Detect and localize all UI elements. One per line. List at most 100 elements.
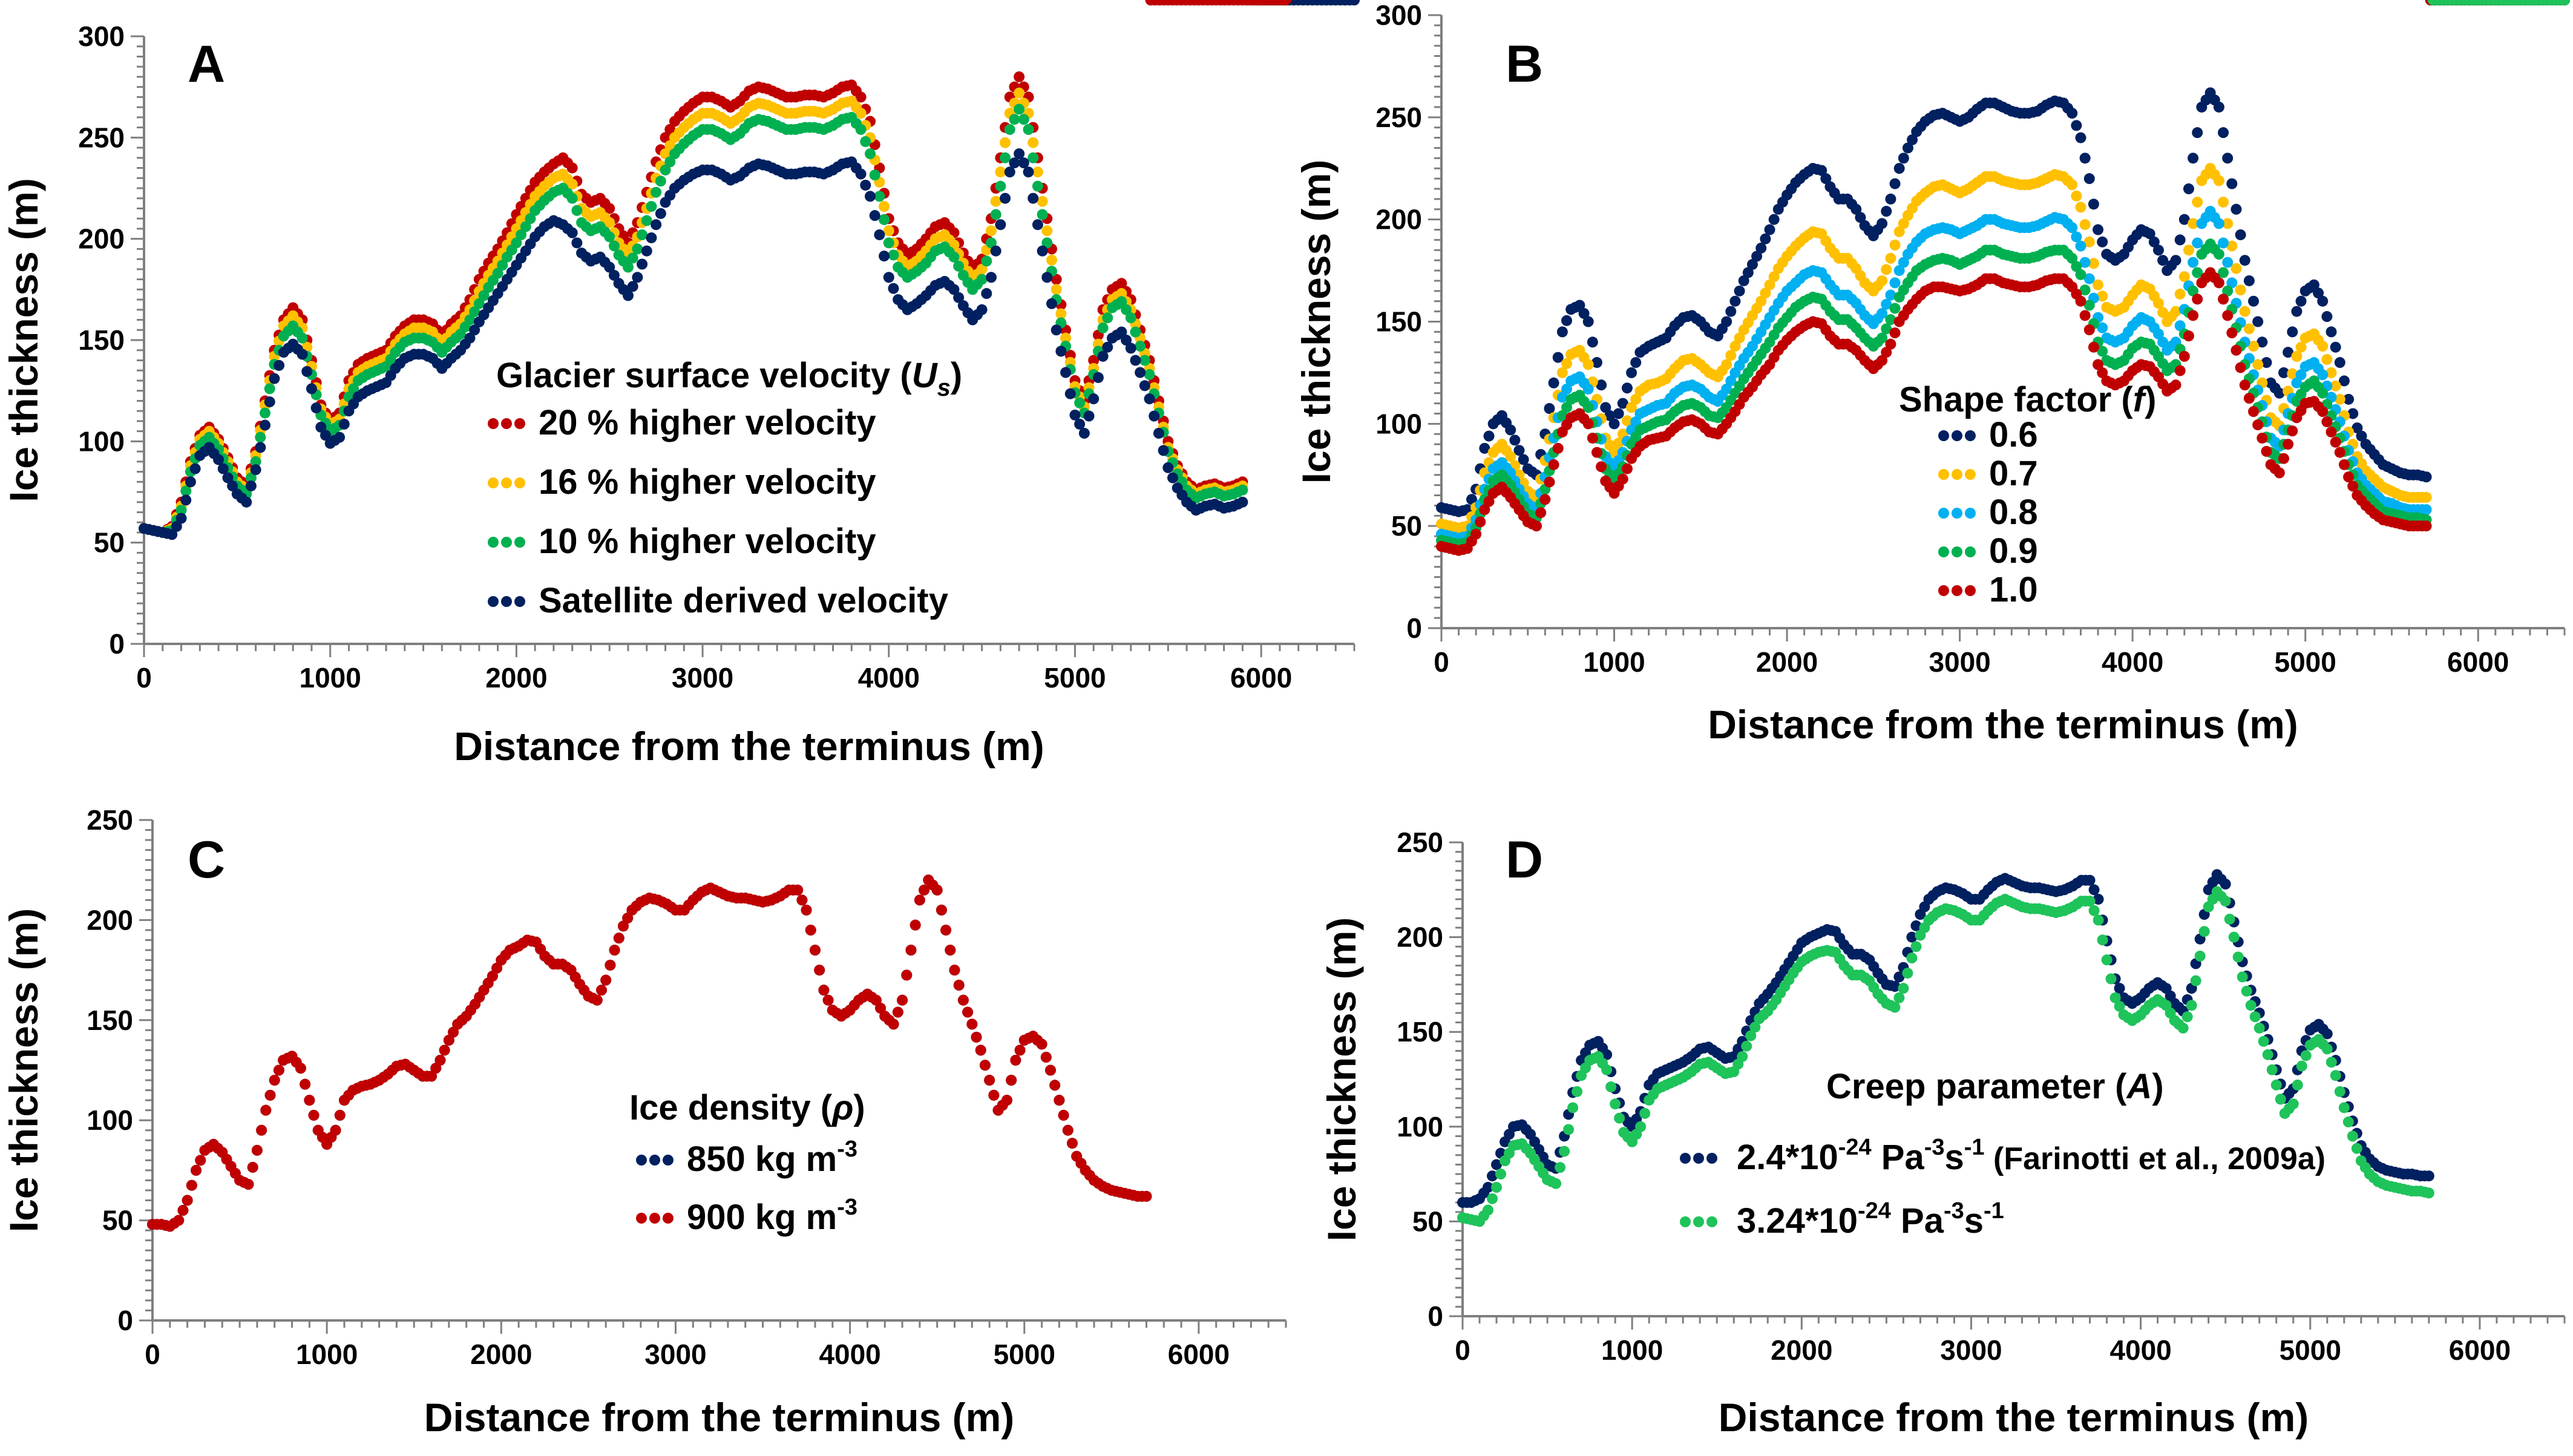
data-point	[641, 245, 652, 257]
data-point	[1910, 920, 1922, 931]
data-point	[646, 232, 657, 243]
data-point	[600, 974, 612, 986]
data-point	[2252, 419, 2264, 431]
data-point	[2220, 896, 2231, 907]
legend-marker	[1952, 585, 1962, 596]
data-point	[1069, 409, 1081, 421]
data-point	[2071, 190, 2082, 202]
data-point	[348, 383, 359, 395]
legend-title: Creep parameter (A)	[1826, 1067, 2164, 1106]
data-point	[1885, 314, 1896, 326]
data-point	[940, 924, 952, 936]
y-tick-label: 200	[87, 904, 133, 936]
data-point	[888, 249, 899, 261]
legend-marker	[488, 596, 499, 607]
data-point	[1475, 516, 1486, 528]
data-point	[637, 258, 648, 270]
data-point	[251, 1144, 263, 1156]
panel-D: 0 1000 2000 3000 4000 5000 6000050100150200250…	[1319, 0, 2570, 1440]
data-point	[1051, 274, 1062, 285]
data-point	[2079, 152, 2091, 164]
series-3	[139, 0, 1360, 538]
data-point	[1613, 408, 1624, 419]
legend-marker	[501, 596, 512, 607]
y-axis-title: Ice thickness (m)	[1, 178, 46, 502]
data-point	[2222, 257, 2234, 268]
data-point	[2273, 387, 2285, 399]
data-point	[627, 281, 638, 292]
y-tick-label: 50	[1412, 1205, 1443, 1237]
data-point	[1004, 166, 1015, 178]
data-point	[1000, 152, 1011, 163]
x-tick-label: 4000	[858, 662, 920, 694]
data-point	[936, 904, 947, 916]
data-point	[2198, 926, 2210, 937]
data-point	[1600, 402, 1611, 413]
data-point	[860, 136, 871, 148]
data-point	[975, 1044, 986, 1056]
data-point	[443, 1034, 454, 1046]
data-point	[2071, 120, 2082, 131]
data-point	[2235, 362, 2246, 373]
data-point	[1014, 148, 1025, 160]
data-point	[1555, 1162, 1566, 1173]
y-tick-label: 150	[78, 324, 125, 356]
data-point	[2326, 367, 2337, 378]
data-point	[2421, 491, 2432, 503]
data-point	[1041, 237, 1053, 249]
legend-marker	[488, 537, 499, 548]
data-point	[525, 213, 536, 225]
data-point	[641, 215, 652, 226]
data-point	[566, 179, 578, 190]
x-tick-label: 5000	[994, 1339, 1055, 1370]
data-point	[245, 480, 257, 491]
data-point	[301, 366, 313, 377]
data-point	[1898, 152, 1909, 164]
data-point	[1116, 296, 1127, 307]
x-axis-title: Distance from the terminus (m)	[454, 724, 1044, 769]
data-point	[2559, 0, 2570, 5]
data-point	[2270, 1079, 2282, 1090]
data-point	[1630, 393, 1642, 405]
data-point	[2317, 387, 2329, 399]
data-point	[2190, 975, 2201, 986]
y-tick-label: 150	[87, 1005, 133, 1036]
data-point	[2222, 218, 2234, 229]
data-point	[2226, 240, 2238, 252]
data-point	[1725, 306, 1737, 317]
data-point	[1116, 278, 1127, 289]
data-point	[2075, 202, 2086, 213]
data-point	[260, 407, 270, 419]
data-point	[1889, 178, 1901, 189]
data-point	[1000, 137, 1011, 148]
data-point	[2218, 237, 2229, 249]
data-point	[979, 1060, 991, 1071]
legend: Shape factor (f)0.60.70.80.91.0	[1899, 380, 2156, 609]
data-point	[869, 210, 880, 221]
data-point	[1621, 463, 1633, 474]
legend-entry: 0.6	[1989, 415, 2038, 454]
data-point	[609, 945, 620, 956]
data-point	[2330, 436, 2341, 448]
data-point	[622, 913, 634, 924]
data-point	[655, 175, 666, 187]
data-point	[1850, 203, 1862, 215]
data-point	[608, 240, 620, 252]
data-point	[2261, 445, 2272, 457]
data-point	[2423, 1187, 2434, 1199]
data-point	[2188, 257, 2199, 268]
data-point	[2109, 992, 2121, 1003]
data-point	[1574, 300, 1585, 311]
data-point	[981, 255, 992, 267]
data-point	[1764, 224, 1775, 235]
data-point	[646, 201, 657, 212]
data-point	[191, 1164, 202, 1176]
data-point	[1509, 435, 1521, 446]
data-point	[1049, 1080, 1061, 1091]
data-point	[1561, 358, 1573, 369]
data-point	[2224, 913, 2235, 925]
data-point	[2291, 377, 2303, 389]
legend-marker	[514, 477, 525, 488]
x-tick-label: 1000	[300, 662, 361, 694]
